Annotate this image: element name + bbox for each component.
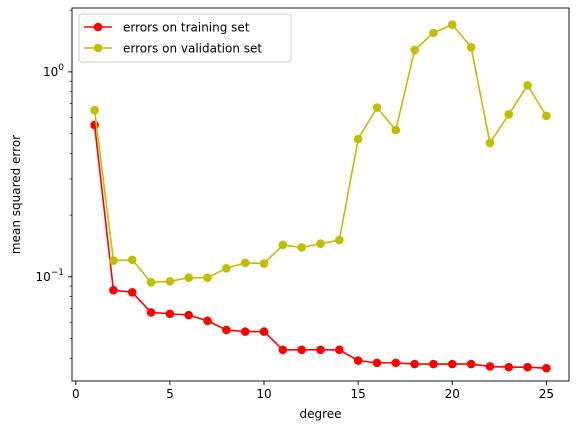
series-2-point [127,255,137,265]
series-1-point [259,327,269,336]
x-axis-label: degree [299,407,341,421]
series-2-point [391,125,401,135]
series-1-point [372,358,382,368]
series-2-point [542,111,551,121]
series-1-point [109,285,118,295]
series-1-point [429,359,438,369]
series-1-point [466,359,476,369]
series-2-point [523,80,532,90]
series-1-point [184,310,194,320]
y-tick-label: 10−1 [35,268,64,284]
legend-marker-1 [93,22,103,32]
series-2-point [429,28,438,38]
y-axis-label: mean squared error [9,135,23,254]
legend-marker-2 [93,43,103,53]
series-2-point [353,134,363,144]
series-2-point [447,20,457,29]
x-tick-label: 15 [351,387,366,401]
legend-box [78,13,292,63]
series-1-point [127,287,137,297]
series-2-point [485,138,495,148]
series-1-point [335,345,344,355]
x-tick-label: 20 [445,387,460,401]
series-2-point [259,259,269,268]
series-2-point [222,263,231,273]
series-1-point [523,362,532,372]
series-2-point [90,105,99,115]
legend: errors on training set errors on validati… [78,13,292,63]
series-2-point [466,42,476,52]
series-1-point [391,358,401,368]
series-2-point [165,277,175,286]
plot-area [90,20,551,373]
series-1-point [485,362,495,371]
series-2-point [372,103,382,112]
axes: 0 5 10 15 20 25 10−1 100 [35,7,570,401]
x-tick-label: 10 [256,387,271,401]
series-2-point [146,277,156,287]
x-tick-label: 5 [166,387,174,401]
series-2-point [240,258,250,268]
series-1-point [240,327,250,336]
legend-label-2: errors on validation set [123,42,262,56]
series-2-point [278,240,288,250]
series-2-point [316,239,325,249]
series-1-point [504,362,514,372]
series-1-point [278,345,288,355]
series-1-point [316,345,325,355]
series-1-point [447,359,457,369]
y-tick-label: 100 [43,63,64,79]
series-1-point [353,356,363,365]
x-tick-label: 25 [539,387,554,401]
x-tick-label: 0 [72,387,80,401]
series-2-point [335,235,344,245]
series-2-point [410,45,419,55]
series-1-point [222,325,231,335]
series-1-point [146,308,156,317]
legend-label-1: errors on training set [123,21,250,35]
series-2-point [203,273,212,282]
series-1-point [410,359,419,369]
series-1-point [542,363,551,373]
axes-frame [71,7,570,382]
series-2-point [109,256,118,265]
series-1-point [297,345,306,355]
series-2-point [297,243,306,252]
series-2-point [504,110,514,119]
series-1-point [165,309,175,319]
series-1-point [203,316,212,326]
series-2-point [184,273,194,282]
